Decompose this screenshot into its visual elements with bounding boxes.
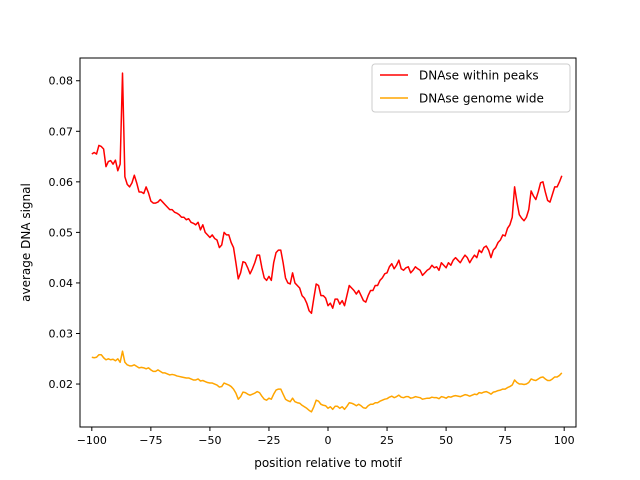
legend: DNAse within peaks DNAse genome wide [371,63,571,113]
legend-label-dnase-genome-wide: DNAse genome wide [419,92,544,106]
x-axis-label: position relative to motif [254,456,402,470]
y-tick-label: 0.08 [49,75,74,88]
y-tick-label: 0.07 [49,125,74,138]
series-lines [91,72,563,413]
y-tick-label: 0.02 [49,378,74,391]
x-tick-label: 25 [380,434,394,447]
x-tick-label: −50 [198,434,221,447]
y-axis-ticks: 0.02 0.03 0.04 0.05 0.06 0.07 0.08 [49,75,80,391]
series-line-dnase-within-peaks [91,72,563,315]
x-tick-label: −75 [139,434,162,447]
x-tick-label: 75 [498,434,512,447]
x-tick-label: 0 [325,434,332,447]
x-tick-label: 100 [554,434,575,447]
y-tick-label: 0.03 [49,327,74,340]
x-axis-ticks: −100 −75 −50 −25 0 25 50 75 100 [77,427,575,447]
legend-label-dnase-within-peaks: DNAse within peaks [419,69,539,83]
x-tick-label: −25 [257,434,280,447]
x-tick-label: 50 [439,434,453,447]
y-axis-label: average DNA signal [19,183,33,302]
y-tick-label: 0.04 [49,277,74,290]
y-tick-label: 0.06 [49,176,74,189]
legend-box [371,63,571,113]
x-tick-label: −100 [77,434,107,447]
series-line-dnase-genome-wide [91,350,563,413]
y-tick-label: 0.05 [49,226,74,239]
